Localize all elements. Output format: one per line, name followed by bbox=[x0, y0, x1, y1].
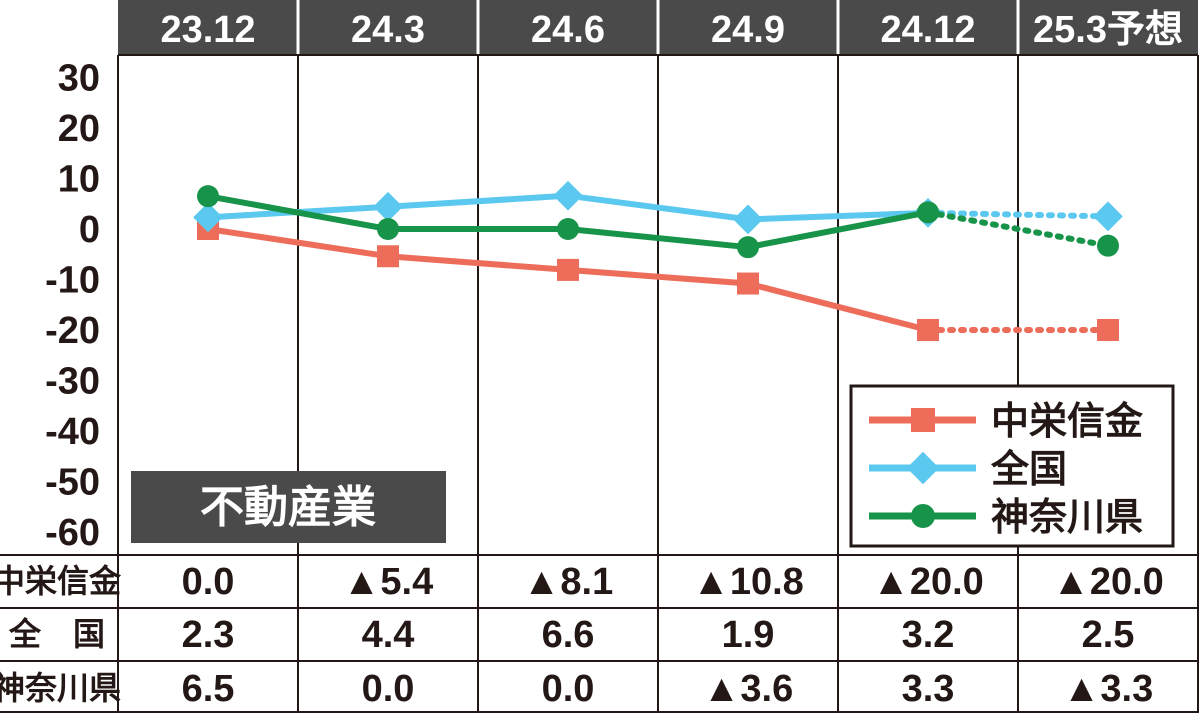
y-tick-label: -30 bbox=[45, 361, 100, 403]
data-point-1-3 bbox=[733, 204, 763, 235]
table-cell: 6.5 bbox=[182, 668, 235, 710]
data-point-2-1 bbox=[377, 218, 399, 240]
legend-label: 中栄信金 bbox=[991, 400, 1144, 443]
legend-marker bbox=[906, 451, 940, 485]
data-point-1-1 bbox=[373, 191, 403, 222]
table-cell: 3.3 bbox=[902, 668, 955, 710]
legend-label: 神奈川県 bbox=[991, 497, 1143, 539]
y-tick-label: 10 bbox=[58, 159, 100, 201]
table-cell: ▲20.0 bbox=[872, 561, 984, 603]
table-cell: 2.3 bbox=[182, 614, 235, 656]
category-badge-label: 不動産業 bbox=[200, 483, 376, 532]
y-tick-label: -50 bbox=[45, 462, 100, 504]
y-tick-label: -60 bbox=[45, 512, 100, 554]
category-badge bbox=[131, 471, 446, 543]
table-row-label: 中栄信金 bbox=[0, 563, 122, 599]
table-cell: 0.0 bbox=[542, 668, 595, 710]
header-label: 25.3予想 bbox=[1033, 9, 1183, 51]
legend-marker bbox=[911, 408, 935, 432]
table-row-label: 全 国 bbox=[8, 616, 105, 652]
table-row-label: 神奈川県 bbox=[0, 670, 121, 706]
table-cell: ▲10.8 bbox=[692, 561, 804, 603]
data-point-2-4 bbox=[917, 201, 939, 224]
data-point-0-5 bbox=[1097, 319, 1119, 341]
data-point-2-0 bbox=[197, 185, 219, 208]
series-forecast-line-1 bbox=[925, 209, 1111, 220]
data-point-1-2 bbox=[553, 180, 583, 211]
y-tick-label: 20 bbox=[58, 108, 100, 150]
header-label: 24.9 bbox=[711, 9, 785, 51]
header-label: 24.6 bbox=[531, 9, 605, 51]
series-forecast-line-2 bbox=[925, 209, 1111, 249]
y-tick-label: -10 bbox=[45, 260, 100, 302]
table-cell: 4.4 bbox=[362, 614, 415, 656]
data-point-0-2 bbox=[557, 258, 579, 281]
data-point-2-5 bbox=[1097, 234, 1119, 257]
table-cell: 0.0 bbox=[182, 561, 235, 603]
header-label: 23.12 bbox=[160, 9, 255, 51]
data-point-0-4 bbox=[917, 319, 939, 341]
header-label: 24.3 bbox=[351, 9, 425, 51]
table-cell: ▲3.6 bbox=[703, 668, 793, 710]
table-cell: 1.9 bbox=[722, 614, 775, 656]
data-point-0-1 bbox=[377, 245, 399, 268]
y-tick-label: -20 bbox=[45, 310, 100, 352]
data-point-1-0 bbox=[193, 202, 223, 233]
y-tick-label: 0 bbox=[79, 209, 100, 251]
legend-marker bbox=[911, 504, 935, 528]
table-cell: ▲3.3 bbox=[1063, 668, 1153, 710]
y-tick-label: -40 bbox=[45, 411, 100, 453]
legend-label: 全国 bbox=[990, 448, 1067, 491]
y-tick-label: 30 bbox=[58, 58, 100, 100]
table-cell: 2.5 bbox=[1082, 614, 1135, 656]
data-point-2-2 bbox=[557, 218, 579, 240]
header-label: 24.12 bbox=[880, 9, 975, 51]
table-cell: ▲8.1 bbox=[523, 561, 613, 603]
table-cell: ▲20.0 bbox=[1052, 561, 1164, 603]
data-point-2-3 bbox=[737, 236, 759, 259]
table-cell: 6.6 bbox=[542, 614, 595, 656]
table-cell: 0.0 bbox=[362, 668, 415, 710]
table-cell: ▲5.4 bbox=[343, 561, 433, 603]
data-point-0-3 bbox=[737, 272, 759, 295]
table-cell: 3.2 bbox=[902, 614, 955, 656]
data-point-1-5 bbox=[1093, 201, 1123, 232]
